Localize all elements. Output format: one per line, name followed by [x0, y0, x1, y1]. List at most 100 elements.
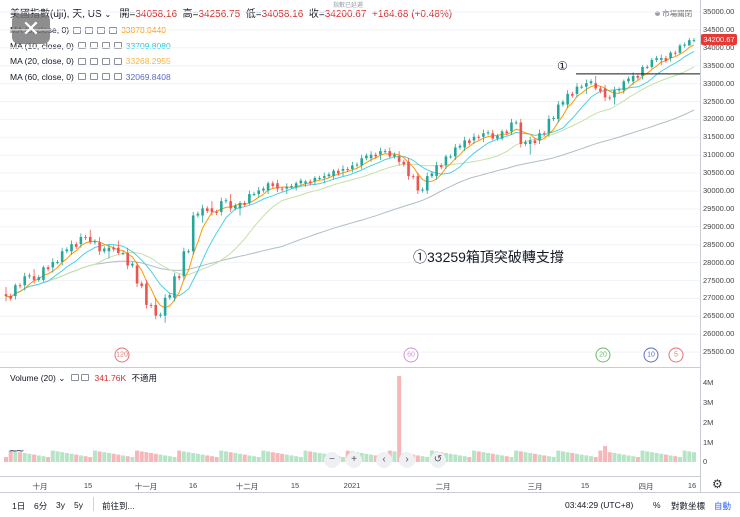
event-badge[interactable]: 10: [643, 347, 659, 363]
candle[interactable]: [411, 176, 415, 178]
volume-bar[interactable]: [256, 457, 261, 462]
candle[interactable]: [294, 183, 298, 187]
volume-bar[interactable]: [682, 450, 687, 462]
candle[interactable]: [313, 177, 317, 182]
volume-bar[interactable]: [495, 454, 500, 462]
candle[interactable]: [524, 142, 527, 144]
candle[interactable]: [327, 174, 331, 177]
volume-bar[interactable]: [78, 455, 83, 462]
log-scale-button[interactable]: 對數坐標: [671, 501, 706, 511]
volume-bar[interactable]: [317, 453, 322, 462]
volume-bar[interactable]: [528, 453, 533, 462]
candle[interactable]: [224, 200, 228, 202]
candle[interactable]: [9, 295, 12, 299]
candle[interactable]: [280, 188, 284, 190]
candle[interactable]: [219, 201, 223, 212]
volume-bar[interactable]: [261, 450, 266, 462]
candle[interactable]: [655, 58, 658, 60]
more-icon[interactable]: [113, 57, 122, 65]
candle[interactable]: [191, 215, 195, 252]
annotation-text[interactable]: ①33259箱頂突破轉支撐: [413, 249, 564, 265]
candle[interactable]: [580, 86, 583, 88]
candle[interactable]: [56, 261, 59, 263]
candle[interactable]: [196, 213, 200, 216]
candle[interactable]: [631, 75, 635, 82]
candle[interactable]: [449, 156, 452, 158]
candle[interactable]: [496, 135, 499, 139]
volume-bar[interactable]: [130, 457, 135, 462]
volume-bar[interactable]: [635, 457, 640, 462]
volume-bar[interactable]: [223, 451, 228, 462]
indicator-label[interactable]: MA (60, close, 0): [10, 71, 74, 82]
volume-bar[interactable]: [60, 452, 65, 462]
volume-bar[interactable]: [303, 450, 308, 462]
candle[interactable]: [140, 283, 144, 287]
volume-bar[interactable]: [308, 451, 313, 462]
candle[interactable]: [514, 122, 518, 124]
volume-bar[interactable]: [425, 457, 430, 462]
more-icon[interactable]: [113, 42, 122, 49]
candle[interactable]: [112, 247, 115, 250]
volume-bar[interactable]: [621, 454, 626, 462]
candle[interactable]: [243, 202, 246, 205]
candle[interactable]: [589, 81, 593, 84]
scroll-left-button[interactable]: ‹: [376, 452, 392, 468]
candle[interactable]: [547, 118, 551, 134]
candle[interactable]: [528, 140, 532, 144]
volume-bar[interactable]: [200, 454, 205, 462]
volume-bar[interactable]: [645, 451, 650, 462]
volume-bar[interactable]: [88, 457, 93, 462]
candle[interactable]: [472, 136, 476, 141]
event-badge[interactable]: 20: [595, 347, 611, 363]
volume-bar[interactable]: [560, 451, 565, 462]
volume-bar[interactable]: [209, 456, 214, 462]
volume-bar[interactable]: [252, 456, 257, 462]
zoom-out-button[interactable]: −: [324, 452, 340, 468]
candle[interactable]: [439, 165, 443, 168]
candle[interactable]: [678, 45, 682, 53]
candle[interactable]: [463, 140, 466, 148]
candle[interactable]: [252, 194, 256, 196]
candle[interactable]: [393, 154, 396, 157]
volume-bar[interactable]: [397, 376, 402, 462]
candle[interactable]: [575, 86, 579, 94]
volume-bar[interactable]: [673, 456, 678, 462]
candle[interactable]: [46, 267, 50, 270]
candle[interactable]: [538, 133, 541, 141]
candle[interactable]: [290, 185, 293, 187]
volume-bar[interactable]: [219, 450, 224, 462]
volume-bar[interactable]: [509, 457, 514, 462]
settings-icon[interactable]: [89, 42, 98, 49]
candle[interactable]: [650, 59, 654, 68]
candle[interactable]: [299, 180, 303, 184]
volume-bar[interactable]: [13, 451, 18, 462]
candle[interactable]: [173, 276, 176, 298]
candle[interactable]: [285, 186, 289, 189]
volume-bar[interactable]: [612, 453, 617, 462]
volume-bar[interactable]: [294, 456, 299, 462]
volume-bar[interactable]: [205, 455, 210, 462]
candle[interactable]: [65, 249, 69, 252]
volume-bar[interactable]: [649, 452, 654, 462]
clock-time[interactable]: 03:44:29 (UTC+8): [565, 500, 634, 510]
volume-bar[interactable]: [420, 456, 425, 462]
volume-bar[interactable]: [46, 457, 51, 462]
volume-bar[interactable]: [415, 455, 420, 462]
volume-bar[interactable]: [195, 453, 200, 462]
candle[interactable]: [74, 244, 78, 247]
candle[interactable]: [229, 201, 232, 209]
candle[interactable]: [683, 44, 686, 46]
candle[interactable]: [482, 133, 485, 137]
volume-bar[interactable]: [462, 456, 467, 462]
candle[interactable]: [98, 242, 101, 252]
candle[interactable]: [163, 297, 167, 316]
volume-bar[interactable]: [546, 456, 551, 462]
candle[interactable]: [383, 151, 387, 153]
candle[interactable]: [673, 52, 677, 54]
volume-bar[interactable]: [668, 455, 673, 462]
candle[interactable]: [645, 67, 649, 69]
volume-bar[interactable]: [36, 455, 41, 462]
candle[interactable]: [613, 90, 616, 98]
candle[interactable]: [402, 161, 406, 165]
candle[interactable]: [556, 104, 560, 119]
